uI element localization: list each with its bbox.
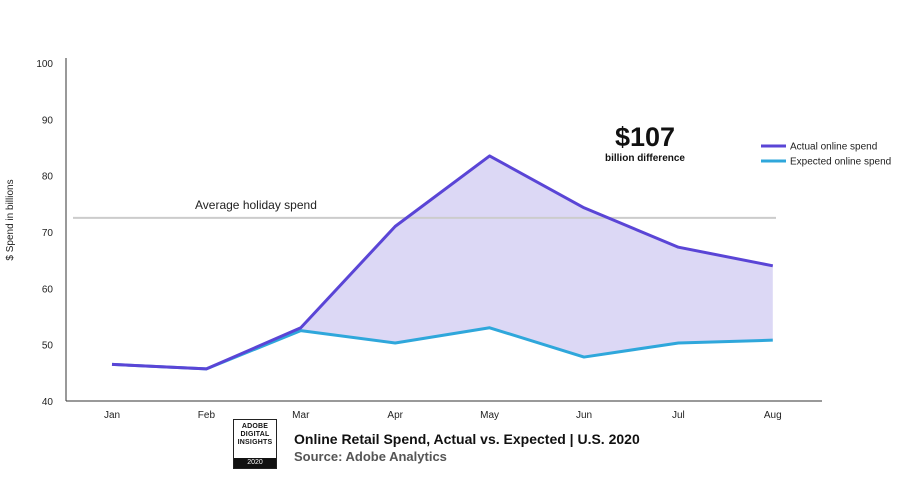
x-tick-label: Jul xyxy=(672,410,685,420)
y-axis-label: $ Spend in billions xyxy=(5,179,16,260)
average-holiday-spend-label: Average holiday spend xyxy=(195,198,317,212)
x-tick-label: Mar xyxy=(292,410,310,420)
adobe-digital-insights-logo: ADOBE DIGITAL INSIGHTS 2020 xyxy=(233,419,277,469)
y-tick-label: 40 xyxy=(42,397,54,408)
difference-area xyxy=(300,155,773,358)
difference-caption: billion difference xyxy=(605,153,685,164)
badge-text: ADOBE DIGITAL INSIGHTS xyxy=(237,423,273,446)
y-tick-label: 70 xyxy=(42,228,54,239)
y-tick-label: 60 xyxy=(42,284,54,295)
legend-label: Actual online spend xyxy=(790,142,877,153)
footer-text: Online Retail Spend, Actual vs. Expected… xyxy=(294,431,640,464)
y-tick-label: 100 xyxy=(36,59,53,70)
x-tick-label: Jun xyxy=(576,410,592,420)
chart: 40 50 60 70 80 90 100 Jan Feb Mar Apr May Jun Jul Aug $… xyxy=(5,58,891,420)
y-tick-label: 90 xyxy=(42,115,54,126)
difference-value: $107 xyxy=(615,122,675,152)
chart-title: Online Retail Spend, Actual vs. Expected… xyxy=(294,431,640,447)
x-tick-label: Jan xyxy=(104,410,120,420)
legend-label: Expected online spend xyxy=(790,157,891,168)
x-tick-label: Aug xyxy=(764,410,782,420)
series-line-actual xyxy=(111,154,774,371)
y-tick-label: 80 xyxy=(42,172,54,183)
x-tick-label: May xyxy=(480,410,499,420)
chart-source: Source: Adobe Analytics xyxy=(294,449,447,464)
footer: ADOBE DIGITAL INSIGHTS 2020 Online Retai… xyxy=(233,419,640,469)
y-tick-label: 50 xyxy=(42,341,54,352)
badge-year: 2020 xyxy=(234,458,276,468)
x-tick-label: Feb xyxy=(198,410,216,420)
x-tick-label: Apr xyxy=(387,410,403,420)
